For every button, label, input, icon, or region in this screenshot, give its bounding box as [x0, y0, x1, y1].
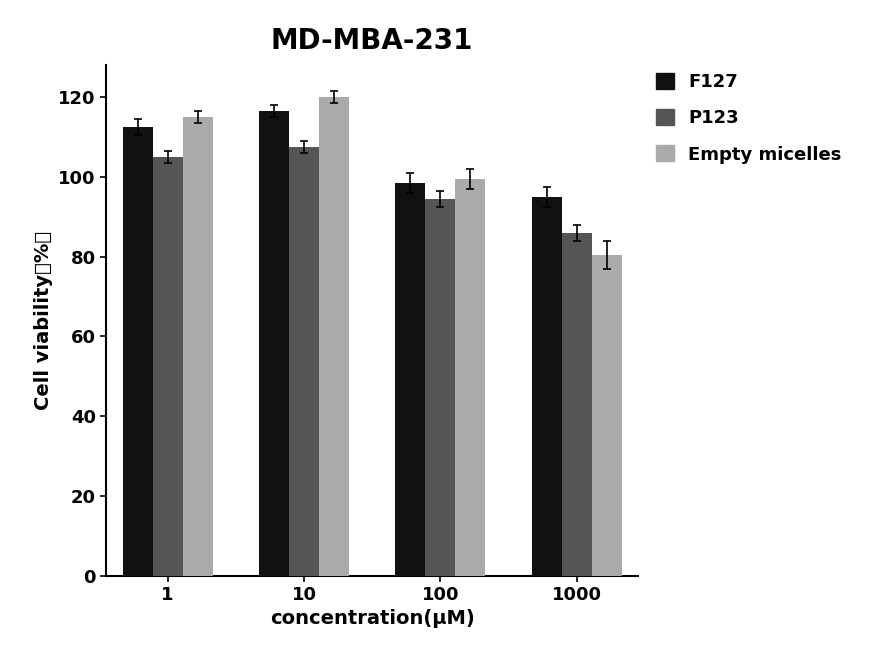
Bar [592, 254, 622, 576]
Bar [455, 179, 486, 576]
Bar [425, 199, 455, 576]
Bar [259, 111, 289, 576]
Bar [562, 233, 592, 576]
Y-axis label: Cell viability（%）: Cell viability（%） [34, 231, 53, 410]
Title: MD-MBA-231: MD-MBA-231 [271, 27, 473, 55]
Legend: F127, P123, Empty micelles: F127, P123, Empty micelles [649, 65, 849, 171]
Bar [289, 147, 319, 576]
Bar [122, 127, 152, 576]
X-axis label: concentration(μM): concentration(μM) [269, 610, 475, 628]
Bar [395, 183, 425, 576]
Bar [183, 117, 213, 576]
Bar [152, 157, 183, 576]
Bar [319, 97, 349, 576]
Bar [532, 197, 562, 576]
